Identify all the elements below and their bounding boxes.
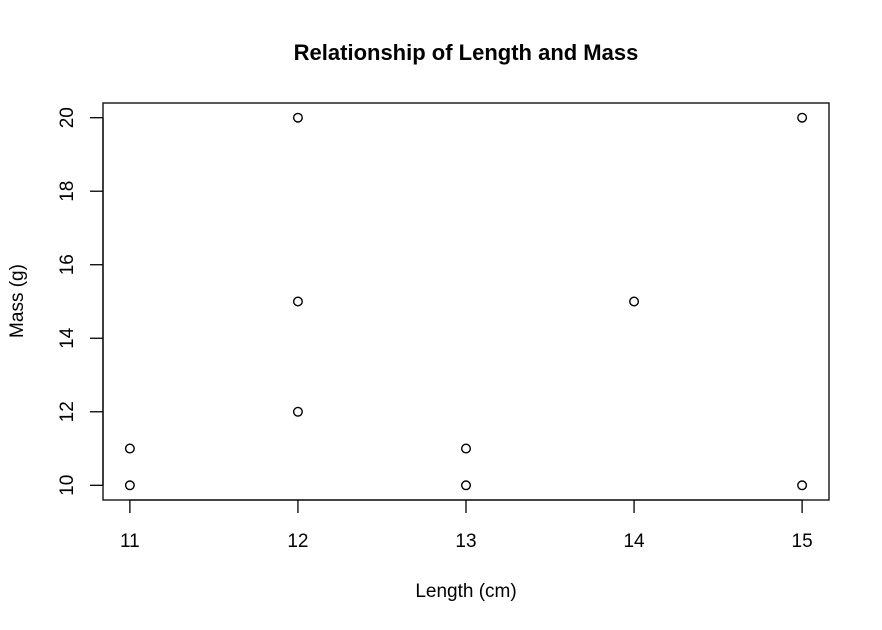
data-point [461, 480, 472, 491]
data-point [292, 112, 303, 123]
data-point [292, 406, 303, 417]
data-point [124, 443, 135, 454]
x-axis-label: Length (cm) [415, 581, 516, 602]
y-tick-label: 18 [57, 181, 78, 202]
y-axis-label: Mass (g) [7, 264, 28, 338]
x-tick-label: 11 [120, 531, 140, 552]
data-point [797, 480, 808, 491]
y-tick-label: 16 [57, 254, 78, 275]
x-tick-label: 12 [287, 531, 308, 552]
plot-frame [102, 102, 830, 501]
data-point [797, 112, 808, 123]
x-tick-label: 14 [623, 531, 645, 552]
x-tick-label: 15 [792, 531, 813, 552]
y-tick-label: 12 [57, 401, 78, 422]
y-axis: 10 12 14 16 18 20 [57, 107, 104, 496]
data-point [124, 480, 135, 491]
x-axis: 11 12 13 14 15 [120, 499, 813, 552]
y-tick-label: 14 [57, 327, 78, 349]
data-point [461, 443, 472, 454]
data-point [629, 296, 640, 307]
data-points [124, 112, 808, 491]
chart-title: Relationship of Length and Mass [294, 40, 639, 65]
x-tick-label: 13 [455, 531, 476, 552]
data-point [292, 296, 303, 307]
y-tick-label: 20 [57, 107, 78, 128]
y-tick-label: 10 [57, 475, 78, 496]
